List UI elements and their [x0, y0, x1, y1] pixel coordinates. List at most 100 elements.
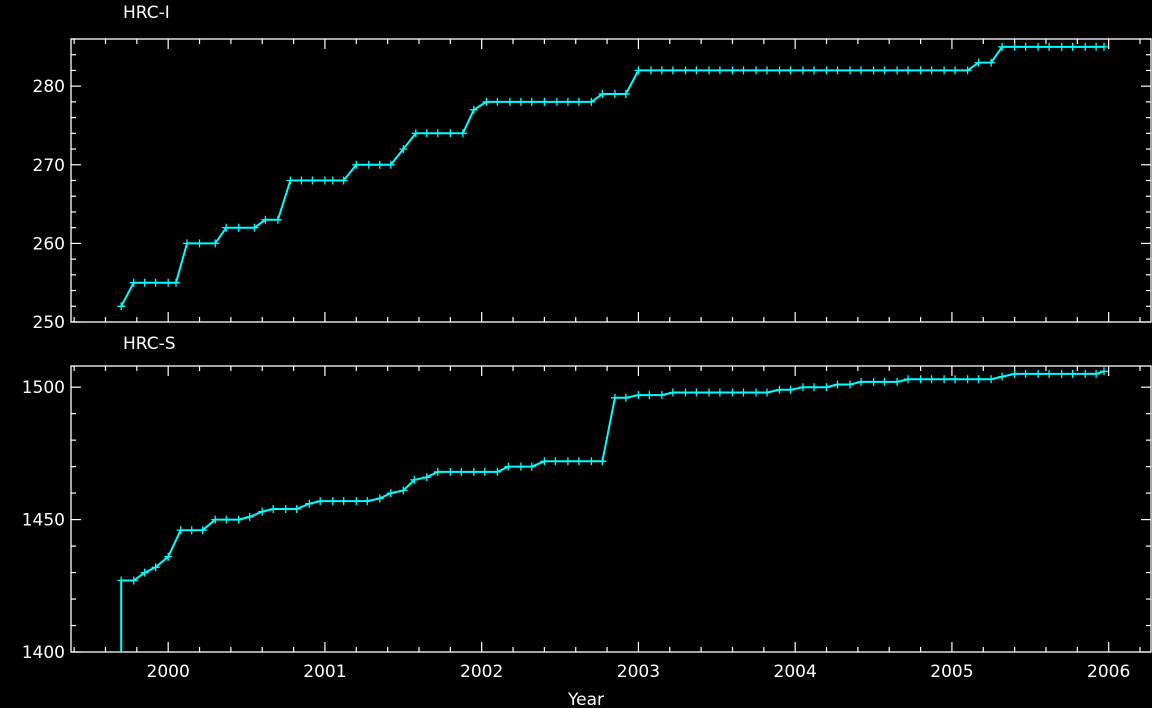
hrc-i-data-point [598, 90, 607, 98]
hrc-s-data-point [810, 383, 818, 392]
hrc-i-data-point [810, 66, 818, 75]
hrc-s-data-point [516, 462, 525, 471]
hrc-s-data-point [316, 497, 325, 506]
hrc-s-ticks [71, 366, 1151, 653]
hrc-s-data-point [692, 388, 701, 397]
hrc-s-data-point [574, 457, 583, 466]
hrc-s-data-point [504, 462, 513, 471]
hrc-i-y-tick-label: 280 [33, 77, 65, 97]
hrc-s-data-point [1081, 369, 1090, 378]
hrc-s-series-line [120, 370, 1105, 652]
hrc-s-data-point [752, 388, 760, 397]
hrc-i-data-point [151, 278, 160, 287]
hrc-s-data-point [292, 505, 301, 513]
hrc-s-data-point [446, 467, 455, 476]
hrc-s-data-point [657, 391, 666, 400]
hrc-s-data-point [480, 467, 489, 476]
hrc-s-data-point [328, 497, 337, 506]
hrc-i-data-point [164, 278, 173, 287]
hrc-s-data-point [234, 515, 243, 524]
hrc-i-data-point [799, 66, 807, 75]
hrc-i-data-point [647, 66, 655, 75]
hrc-i-data-point [352, 160, 361, 169]
hrc-i-data-point [775, 66, 784, 75]
hrc-i-data-point [763, 66, 771, 75]
hrc-i-data-point [469, 105, 478, 114]
hrc-i-data-point [621, 90, 630, 98]
hrc-i-data-point [222, 223, 231, 232]
x-tick-label: 2000 [147, 662, 190, 682]
hrc-s-data-point [833, 380, 842, 389]
hrc-s-panel: HRC-S 1400 1450 1500 [22, 334, 1152, 663]
hrc-i-data-point [1021, 42, 1030, 51]
hrc-i-data-point [692, 66, 701, 75]
hrc-s-data-point [540, 457, 549, 466]
hrc-i-y-tick-label: 250 [33, 313, 65, 333]
hrc-i-data-point [974, 58, 983, 67]
hrc-s-data-point [151, 563, 160, 572]
hrc-s-data-point [493, 467, 502, 476]
hrc-s-data-point [775, 385, 784, 394]
x-tick-label: 2002 [460, 662, 503, 682]
hrc-s-data-point [433, 467, 442, 476]
hrc-s-data-point [422, 473, 431, 482]
hrc-i-data-point [183, 239, 191, 248]
hrc-s-data-point [786, 385, 795, 394]
hrc-i-data-point [822, 66, 831, 75]
hrc-i-data-point [339, 176, 348, 185]
x-tick-label: 2001 [303, 662, 346, 682]
hrc-i-data-point [668, 66, 677, 75]
hrc-s-data-point [799, 383, 807, 392]
hrc-s-data-point [1100, 367, 1108, 376]
hrc-i-data-point [1092, 42, 1101, 51]
hrc-i-data-point [399, 145, 408, 154]
hrc-s-data-point [363, 497, 372, 506]
hrc-s-data-point [129, 576, 138, 585]
hrc-i-data-point [904, 66, 912, 75]
hrc-s-data-point [715, 388, 724, 397]
hrc-i-data-point [1057, 42, 1066, 51]
hrc-i-data-point [927, 66, 936, 75]
hrc-i-data-point [320, 176, 329, 185]
hrc-i-data-point [482, 97, 491, 106]
hrc-s-data-point [187, 526, 196, 535]
hrc-s-data-point [705, 388, 713, 397]
hrc-s-data-point [869, 377, 878, 386]
hrc-i-data-point [364, 160, 373, 169]
hrc-i-data-point [846, 66, 854, 75]
hrc-s-data-point [269, 505, 278, 513]
hrc-s-y-tick-label: 1450 [22, 511, 65, 531]
hrc-i-data-point [1081, 42, 1090, 51]
hrc-s-data-point [927, 375, 936, 384]
hrc-i-data-point [916, 66, 925, 75]
hrc-s-data-point [386, 489, 395, 498]
hrc-i-data-point [286, 176, 295, 185]
hrc-s-data-point [763, 388, 771, 397]
hrc-i-data-point [433, 129, 442, 138]
hrc-i-data-point [328, 176, 337, 185]
hrc-i-data-point [998, 42, 1007, 51]
hrc-i-data-point [308, 176, 317, 185]
x-tick-label: 2006 [1087, 662, 1130, 682]
hrc-i-data-point [940, 66, 949, 75]
hrc-i-data-point [527, 97, 536, 106]
hrc-i-title: HRC-I [123, 3, 170, 23]
hrc-s-data-point [198, 526, 207, 535]
hrc-s-data-point [645, 391, 654, 400]
hrc-s-data-point [880, 377, 889, 386]
hrc-i-data-point [422, 129, 431, 138]
hrc-i-data-point [505, 97, 514, 106]
hrc-i-y-tick-labels: 250 260 270 280 [33, 77, 65, 333]
hrc-s-data-point [399, 486, 408, 495]
hrc-s-data-point [668, 388, 677, 397]
hrc-i-panel: HRC-I 250 260 270 280 [33, 3, 1152, 333]
hrc-s-data-point [1068, 369, 1077, 378]
hrc-s-markers [117, 367, 1108, 585]
hrc-i-series-line [120, 45, 1104, 307]
hrc-s-y-tick-label: 1400 [22, 643, 65, 663]
hrc-i-data-point [657, 66, 666, 75]
hrc-s-data-point [598, 457, 607, 466]
hrc-i-data-point [250, 223, 259, 232]
hrc-s-data-point [176, 526, 185, 535]
